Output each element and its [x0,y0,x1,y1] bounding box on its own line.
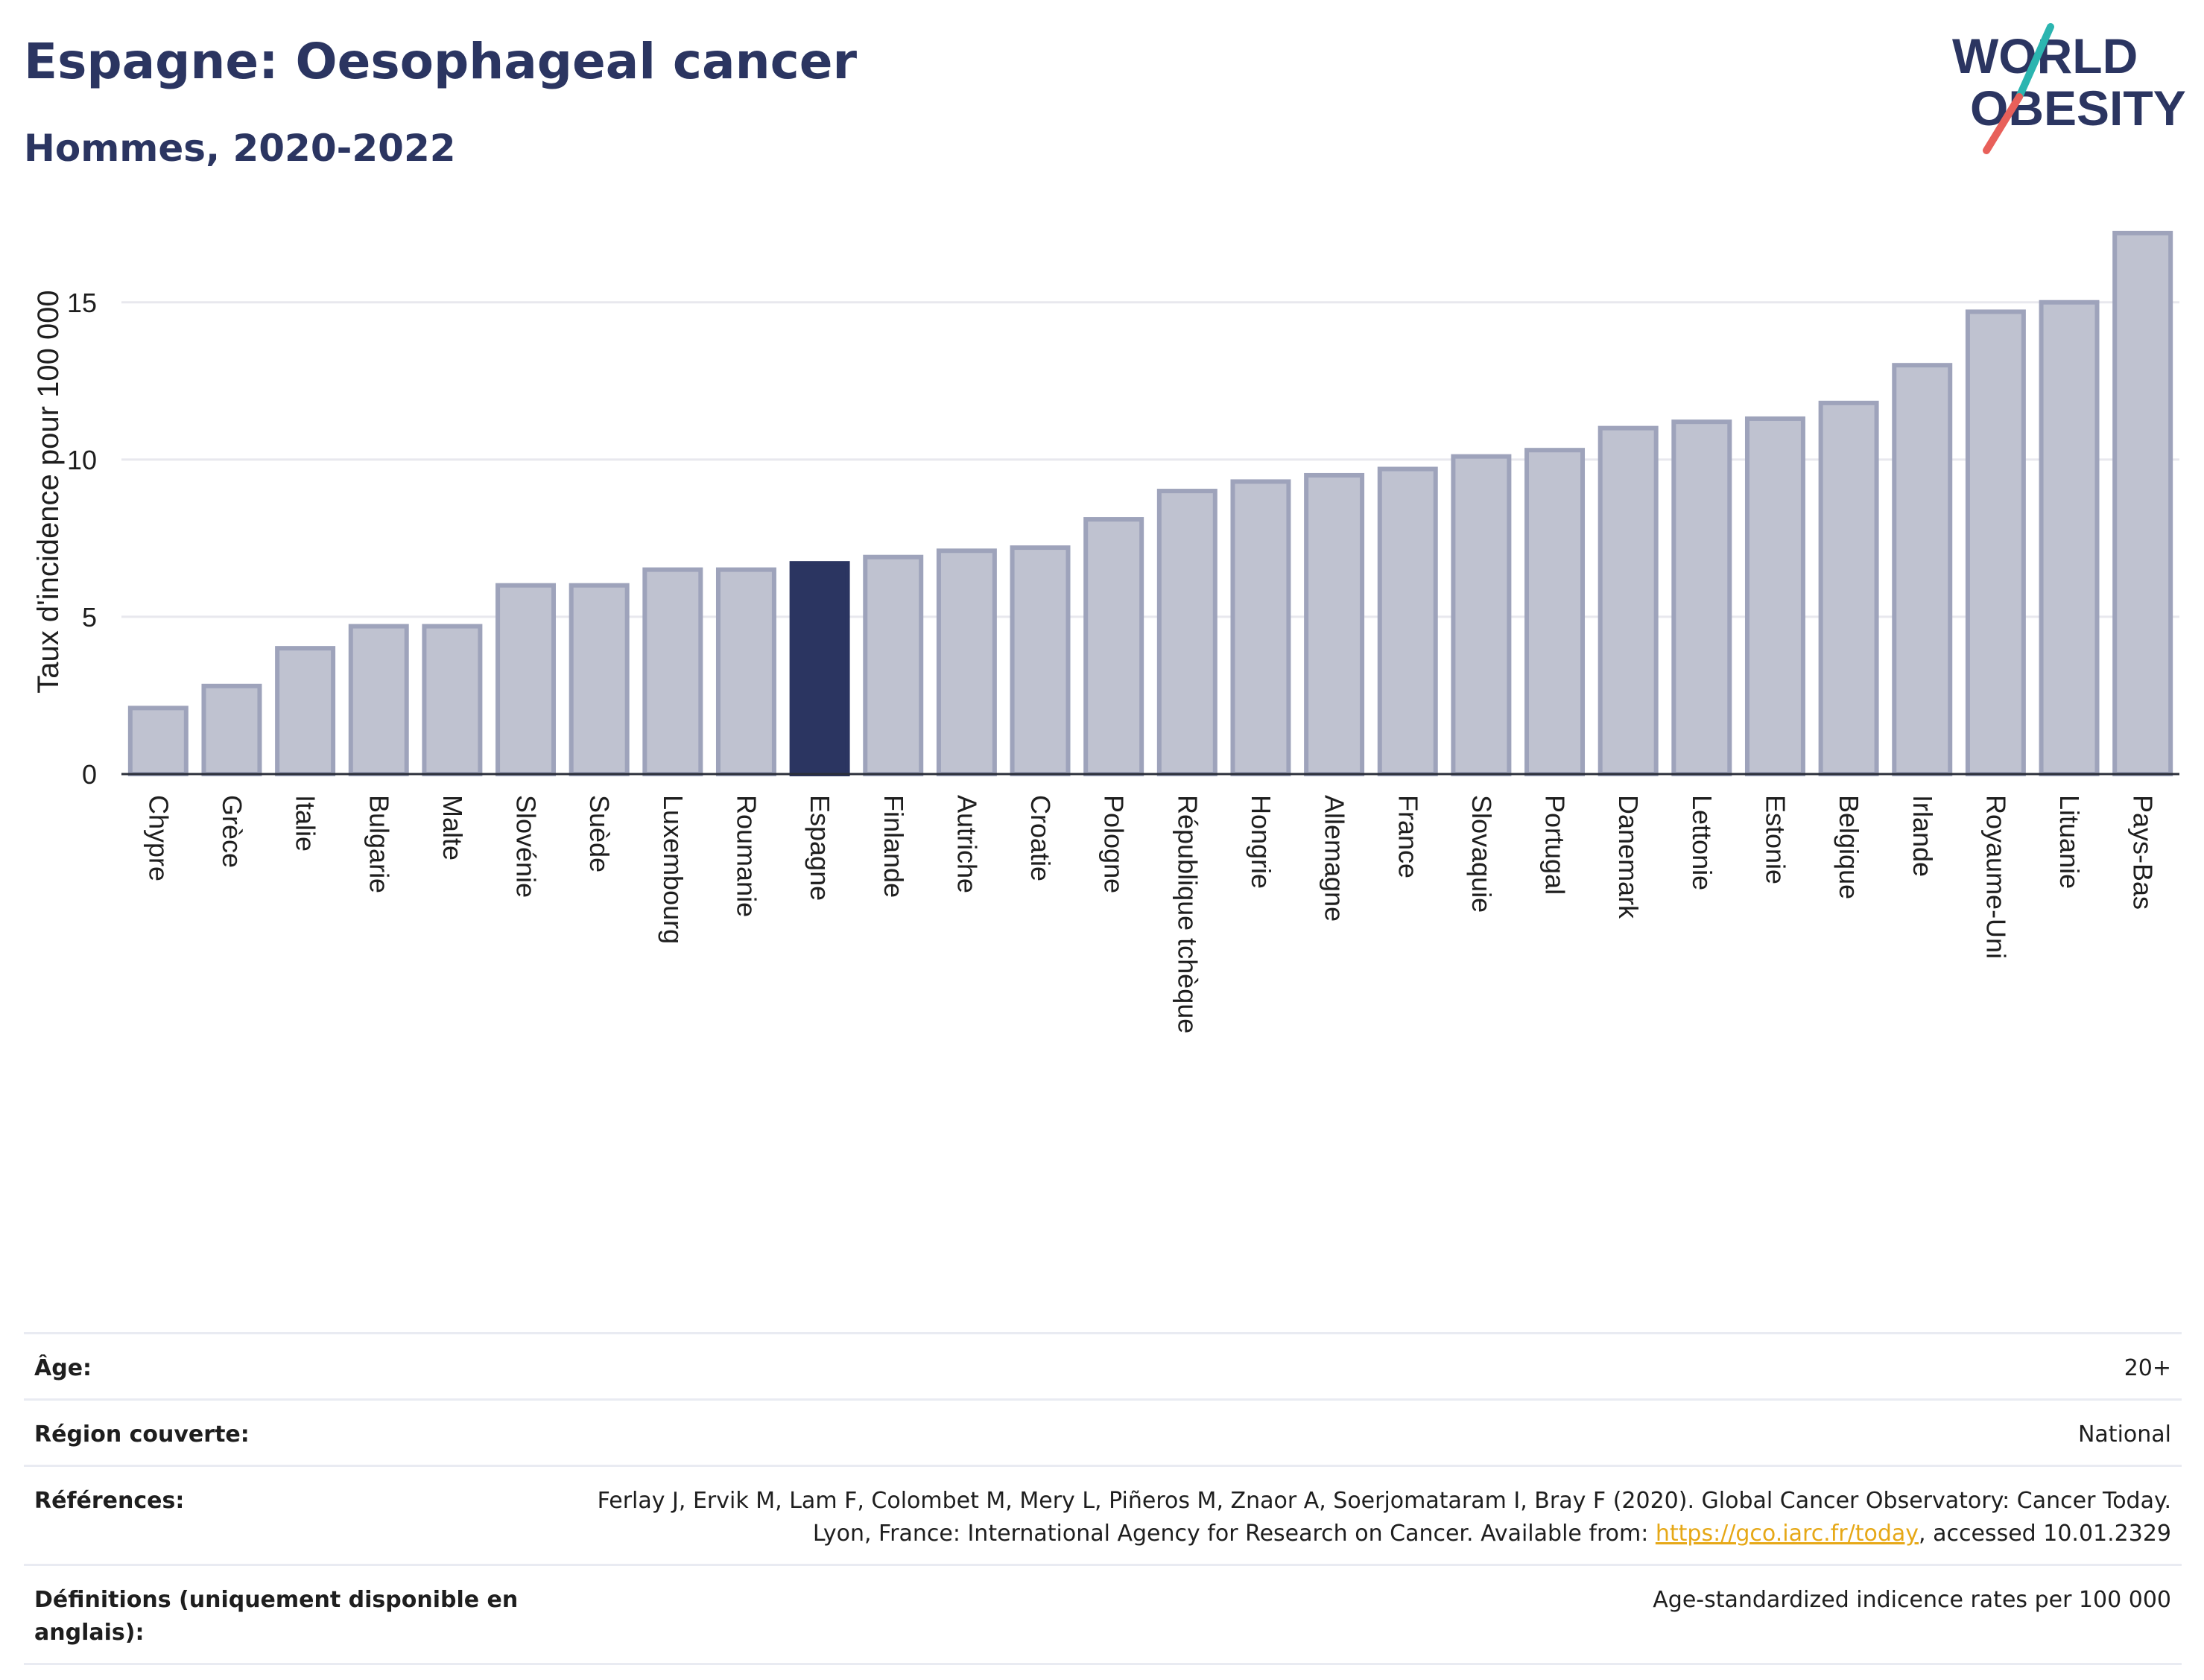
bar-malte[interactable] [422,624,483,776]
reference-text: Ferlay J, Ervik M, Lam F, Colombet M, Me… [597,1488,2171,1547]
x-tick-label: Roumanie [731,795,761,917]
meta-row-definitions: Définitions (uniquement disponible en an… [24,1564,2182,1665]
bar-chart: 0 5 10 15 Chypre Grèce Italie Bulgarie Malte Slov… [32,230,2179,1033]
x-tick-label: Slovaquie [1466,795,1497,913]
logo-text-obesity: OBESITY [1970,80,2186,136]
meta-value-age: 20+ [2124,1355,2171,1381]
page-title: Espagne: Oesophageal cancer [24,33,858,90]
x-tick-label: Danemark [1613,795,1644,919]
bar-r-publique-tch-que[interactable] [1156,489,1217,776]
meta-label-definitions: Définitions (uniquement disponible en an… [34,1587,519,1646]
bar-roumanie[interactable] [715,567,776,777]
bar-slovaquie[interactable] [1451,454,1512,776]
x-tick-label: Suède [584,795,615,872]
bar-gr-ce[interactable] [201,683,262,777]
x-tick-label: Pays-Bas [2128,795,2159,910]
x-tick-label: Italie [291,795,321,852]
x-tick-label: République tchèque [1172,795,1203,1033]
x-tick-label: Malte [437,795,468,860]
x-tick-label: Slovénie [511,795,542,898]
bars [127,230,2173,777]
x-tick-label: Lettonie [1687,795,1717,890]
x-tick-label: Royaume-Uni [1980,795,2011,959]
bar-su-de[interactable] [569,583,630,776]
x-tick-label: Espagne [805,795,835,901]
bar-chypre[interactable] [127,706,189,777]
x-tick-label: Estonie [1760,795,1790,884]
meta-label-references: Références: [34,1488,185,1514]
meta-row-region: Région couverte: National [24,1398,2182,1465]
bar-royaume-uni[interactable] [1965,309,2026,776]
logo-slash-teal [2015,23,2054,101]
bar-estonie[interactable] [1744,416,1805,776]
reference-link[interactable]: https://gco.iarc.fr/today [1655,1521,1919,1547]
x-tick-label: Allemagne [1320,795,1350,922]
x-tick-label: Bulgarie [364,795,394,893]
bar-pologne[interactable] [1083,517,1144,776]
metadata-table: Âge: 20+ Région couverte: National Référ… [24,1332,2182,1665]
x-tick-label: Lituanie [2054,795,2085,889]
meta-value-region: National [2077,1421,2171,1448]
bar-luxembourg[interactable] [642,567,703,777]
meta-row-age: Âge: 20+ [24,1332,2182,1398]
reference-accessed: , accessed 10.01.2329 [1919,1521,2171,1547]
x-tick-label: Croatie [1025,795,1056,881]
y-tick-label: 10 [67,445,97,475]
bar-irlande[interactable] [1892,363,1953,776]
x-tick-label: Finlande [878,795,909,898]
world-obesity-logo: WORLD OBESITY [1952,23,2186,154]
axes: 0 5 10 15 Chypre Grèce Italie Bulgarie Malte Slov… [67,288,2179,1033]
page-subtitle: Hommes, 2020-2022 [24,127,456,170]
meta-row-references: Références: Ferlay J, Ervik M, Lam F, Co… [24,1465,2182,1564]
bar-bulgarie[interactable] [348,624,409,776]
bar-finlande[interactable] [863,554,924,776]
bar-danemark[interactable] [1597,425,1659,776]
meta-label-region: Région couverte: [34,1421,250,1448]
bar-france[interactable] [1377,466,1438,776]
bar-espagne[interactable] [789,561,850,776]
bar-slov-nie[interactable] [495,583,557,776]
logo-slash-red [1983,93,2023,154]
bar-portugal[interactable] [1524,448,1586,776]
bar-belgique[interactable] [1818,400,1879,777]
y-tick-label: 0 [82,759,97,790]
x-tick-label: Chypre [143,795,174,881]
x-tick-label: Luxembourg [658,795,688,944]
y-axis-label: Taux d'incidence pour 100 000 [32,290,65,693]
bar-hongrie[interactable] [1230,479,1291,776]
meta-value-definitions: Age-standardized indicence rates per 100… [1653,1587,2171,1613]
x-tick-label: Pologne [1099,795,1130,893]
bar-allemagne[interactable] [1304,472,1365,776]
bar-lettonie[interactable] [1671,419,1732,776]
x-tick-label: Irlande [1907,795,1938,877]
x-tick-label: France [1393,795,1423,878]
x-tick-label: Hongrie [1246,795,1276,889]
x-tick-label: Autriche [951,795,982,893]
bar-autriche[interactable] [936,548,997,776]
x-tick-label: Grèce [217,795,247,868]
x-tick-label: Portugal [1540,795,1571,895]
y-tick-label: 5 [82,602,97,633]
meta-value-references: Ferlay J, Ervik M, Lam F, Colombet M, Me… [562,1485,2171,1550]
bar-lituanie[interactable] [2039,299,2100,776]
bar-italie[interactable] [275,646,336,776]
bar-pays-bas[interactable] [2112,230,2173,776]
bar-croatie[interactable] [1010,545,1071,777]
y-tick-label: 15 [67,288,97,318]
x-tick-label: Belgique [1834,795,1864,899]
meta-label-age: Âge: [34,1355,92,1381]
